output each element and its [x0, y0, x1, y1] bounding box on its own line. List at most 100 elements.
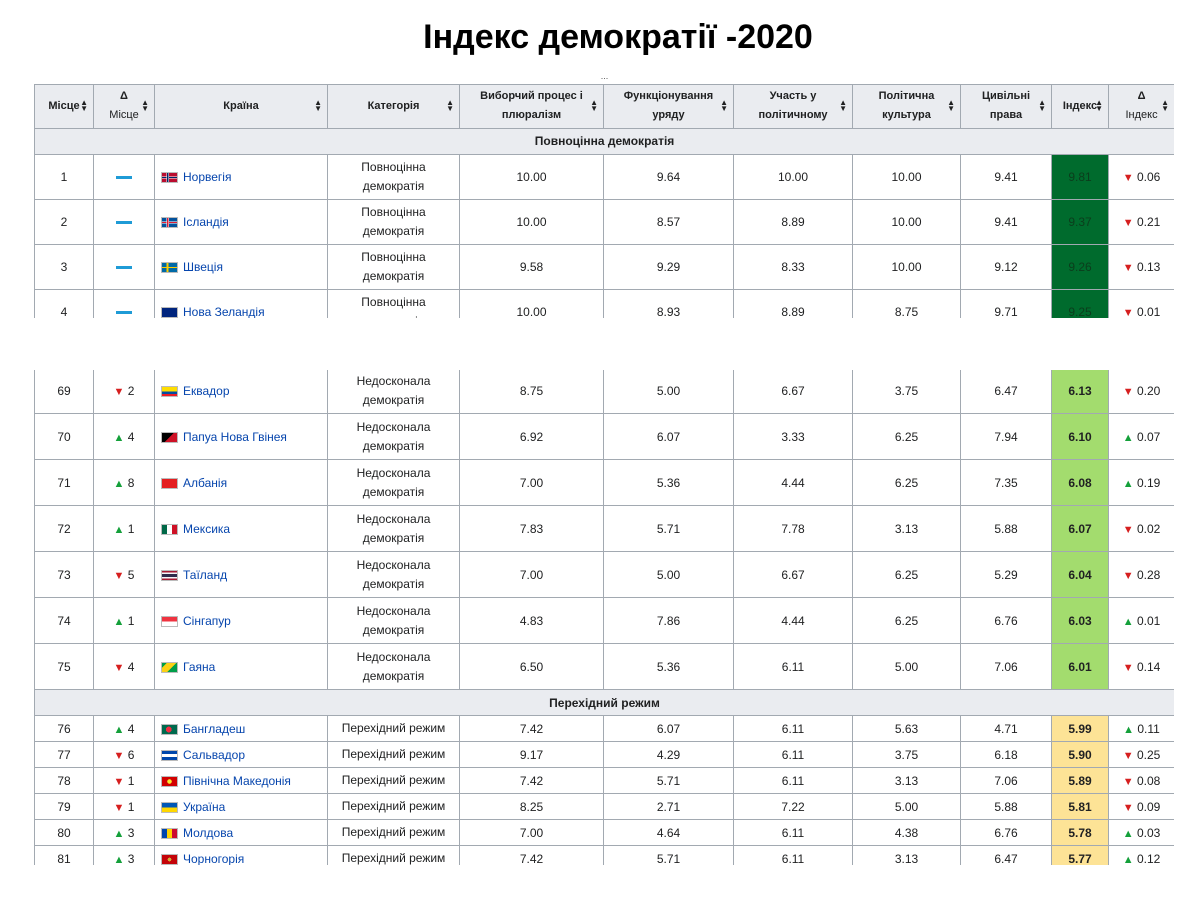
- col-government[interactable]: Функціонування уряду ▲ ▼: [603, 83, 734, 129]
- arrow-up-icon: ▲: [113, 523, 125, 536]
- country-link[interactable]: Сальвадор: [183, 747, 245, 762]
- index-change-cell: ▲ 0.19: [1108, 459, 1174, 506]
- flag-icon: [161, 801, 178, 813]
- culture-cell: 10.00: [852, 153, 961, 200]
- liberties-cell: 7.35: [960, 459, 1052, 506]
- index-change-cell: ▲ 0.11: [1108, 715, 1174, 742]
- country-link[interactable]: Албанія: [183, 475, 228, 490]
- culture-cell: 3.13: [852, 845, 961, 865]
- category-text: Перехідний режим: [341, 747, 446, 761]
- col-delta-rank[interactable]: Δ Місце ▲ ▼: [93, 83, 155, 129]
- category-cell: Перехідний режим: [327, 819, 460, 846]
- col-liberties[interactable]: Цивільні права ▲ ▼: [960, 83, 1052, 129]
- index-cell: 9.37: [1051, 198, 1109, 245]
- table-row: 79 ▼ 1 Україна Перехідний режим 8.25 2.71 7.22…: [34, 793, 1174, 820]
- index-cell: 6.03: [1051, 597, 1109, 644]
- index-cell: 6.01: [1051, 643, 1109, 690]
- country-link[interactable]: Гаяна: [183, 659, 216, 674]
- index-change-cell: ▲ 0.07: [1108, 413, 1174, 460]
- arrow-up-icon: ▲: [113, 827, 125, 840]
- sort-icon[interactable]: ▲ ▼: [839, 98, 847, 113]
- country-link[interactable]: Еквадор: [183, 383, 230, 398]
- category-cell: Недосконала демократія: [327, 413, 460, 460]
- sort-icon[interactable]: ▲ ▼: [141, 98, 149, 113]
- rank-change-cell: ▲ 3: [93, 845, 155, 865]
- table-row: 71 ▲ 8 Албанія Недосконала демократія 7.00 5.3…: [34, 459, 1174, 506]
- sort-icon[interactable]: ▲ ▼: [80, 98, 88, 113]
- liberties-cell: 6.76: [960, 819, 1052, 846]
- index-change-value: 0.12: [1136, 851, 1161, 866]
- country-cell: Ісландія: [154, 198, 328, 245]
- col-electoral[interactable]: Виборчий процес і плюралізм ▲ ▼: [459, 83, 604, 129]
- category-cell: Недосконала демократія: [327, 505, 460, 552]
- flag-icon: [161, 749, 178, 761]
- country-link[interactable]: Чорногорія: [183, 851, 245, 866]
- participation-cell: 3.33: [733, 413, 853, 460]
- country-link[interactable]: Ісландія: [183, 214, 229, 229]
- country-link[interactable]: Швеція: [183, 259, 223, 274]
- country-link[interactable]: Північна Македонія: [183, 773, 291, 788]
- rank-change-cell: ▲ 1: [93, 505, 155, 552]
- electoral-cell: 7.00: [459, 551, 604, 598]
- sort-icon[interactable]: ▲ ▼: [1038, 98, 1046, 113]
- country-link[interactable]: Бангладеш: [183, 721, 246, 736]
- rank-cell: 71: [34, 459, 94, 506]
- sort-icon[interactable]: ▲ ▼: [720, 98, 728, 113]
- country-link[interactable]: Сінгапур: [183, 613, 231, 628]
- rank-change-cell: [93, 243, 155, 290]
- country-link[interactable]: Україна: [183, 799, 226, 814]
- sort-icon[interactable]: ▲ ▼: [947, 98, 955, 113]
- category-cell: Повноцінна демократія: [327, 243, 460, 290]
- col-index[interactable]: Індекс ▲ ▼: [1051, 83, 1109, 129]
- category-cell: Повноцінна демократія: [327, 288, 460, 318]
- electoral-cell: 6.92: [459, 413, 604, 460]
- country-link[interactable]: Нова Зеландія: [183, 304, 265, 319]
- category-cell: Повноцінна демократія: [327, 198, 460, 245]
- index-change-value: 0.01: [1136, 613, 1161, 628]
- category-text: Недосконала: [356, 603, 431, 618]
- country-link[interactable]: Папуа Нова Гвінея: [183, 429, 287, 444]
- flag-icon: [161, 853, 178, 865]
- index-change-value: 0.08: [1136, 773, 1161, 788]
- participation-cell: 6.11: [733, 643, 853, 690]
- index-change-cell: ▼ 0.02: [1108, 505, 1174, 552]
- sort-icon[interactable]: ▲ ▼: [1095, 98, 1103, 113]
- sort-icon[interactable]: ▲ ▼: [446, 98, 454, 113]
- sort-icon[interactable]: ▲ ▼: [1161, 98, 1170, 113]
- participation-cell: 6.67: [733, 551, 853, 598]
- rank-change-cell: ▲ 4: [93, 413, 155, 460]
- arrow-down-icon: ▼: [1122, 661, 1134, 674]
- participation-cell: 7.22: [733, 793, 853, 820]
- government-cell: 2.71: [603, 793, 734, 820]
- flag-icon: [161, 661, 178, 673]
- rank-change-value: 2: [127, 383, 135, 398]
- rank-change-value: 6: [127, 747, 135, 762]
- sort-icon[interactable]: ▲ ▼: [590, 98, 598, 113]
- index-change-value: 0.25: [1136, 747, 1161, 762]
- liberties-cell: 7.06: [960, 643, 1052, 690]
- country-link[interactable]: Таїланд: [183, 567, 228, 582]
- participation-cell: 6.11: [733, 715, 853, 742]
- category-text: демократія: [362, 392, 425, 407]
- rank-change-cell: ▼ 6: [93, 741, 155, 768]
- country-link[interactable]: Молдова: [183, 825, 234, 840]
- col-culture[interactable]: Політична культура ▲ ▼: [852, 83, 961, 129]
- col-country[interactable]: Країна ▲ ▼: [154, 83, 328, 129]
- participation-cell: 6.67: [733, 370, 853, 414]
- flag-icon: [161, 723, 178, 735]
- culture-cell: 5.00: [852, 793, 961, 820]
- government-cell: 5.36: [603, 643, 734, 690]
- col-participation[interactable]: Участь у політичному ▲ ▼: [733, 83, 853, 129]
- category-text: Недосконала: [356, 649, 431, 664]
- rank-cell: 79: [34, 793, 94, 820]
- col-rank[interactable]: Місце ▲ ▼: [34, 83, 94, 129]
- index-change-value: 0.09: [1136, 799, 1161, 814]
- country-link[interactable]: Мексика: [183, 521, 231, 536]
- col-delta-index[interactable]: Δ Індекс ▲ ▼: [1107, 83, 1174, 129]
- col-category[interactable]: Категорія ▲ ▼: [327, 83, 460, 129]
- index-change-value: 0.20: [1136, 383, 1161, 398]
- category-text: Перехідний режим: [341, 851, 446, 865]
- sort-icon[interactable]: ▲ ▼: [314, 98, 322, 113]
- government-cell: 4.64: [603, 819, 734, 846]
- country-link[interactable]: Норвегія: [183, 169, 232, 184]
